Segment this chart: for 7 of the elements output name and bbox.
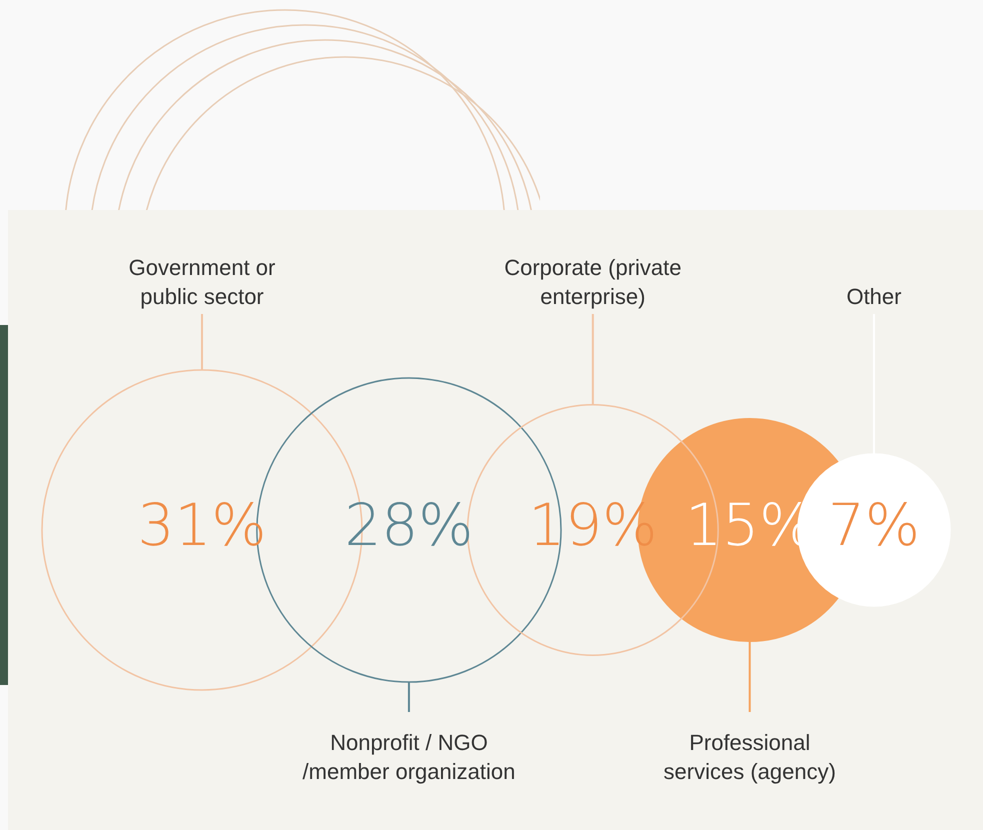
category-label: Other <box>846 284 902 310</box>
data-label: 28% <box>344 491 474 560</box>
category-label: Professional services (agency) <box>664 730 836 784</box>
category-label: Nonprofit / NGO /member organization <box>302 730 516 784</box>
data-label: 7% <box>828 491 920 560</box>
category-label: Corporate (private enterprise) <box>504 255 682 310</box>
category-label: Government or public sector <box>128 255 276 310</box>
